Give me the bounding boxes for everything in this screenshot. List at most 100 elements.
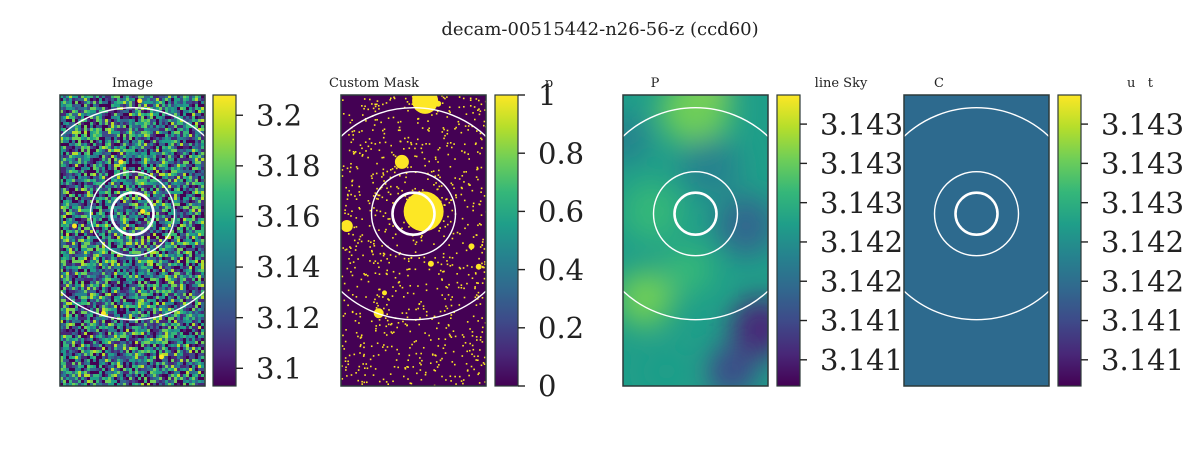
noise-pixel <box>114 131 117 134</box>
noise-pixel <box>192 152 195 155</box>
noise-pixel <box>66 215 69 218</box>
figure-title: decam-00515442-n26-56-z (ccd60) <box>441 19 758 40</box>
noise-pixel <box>144 251 147 254</box>
noise-pixel <box>153 131 156 134</box>
noise-pixel <box>84 119 87 122</box>
noise-pixel <box>150 128 153 131</box>
noise-pixel <box>186 164 189 167</box>
noise-pixel <box>120 257 123 260</box>
noise-pixel <box>135 104 138 107</box>
noise-pixel <box>81 200 84 203</box>
noise-pixel <box>60 263 63 266</box>
noise-pixel <box>135 308 138 311</box>
panel-custom-mask: Custom Mask p 00.20.40.60.81 <box>329 76 584 403</box>
noise-pixel <box>186 128 189 131</box>
noise-pixel <box>102 377 105 380</box>
noise-pixel <box>168 131 171 134</box>
noise-pixel <box>117 206 120 209</box>
noise-pixel <box>180 266 183 269</box>
noise-pixel <box>144 242 147 245</box>
noise-pixel <box>114 125 117 128</box>
noise-pixel <box>183 212 186 215</box>
noise-pixel <box>144 224 147 227</box>
noise-pixel <box>144 119 147 122</box>
noise-pixel <box>123 239 126 242</box>
noise-pixel <box>132 110 135 113</box>
mask-pixel <box>371 250 373 253</box>
panel-frame <box>59 94 206 387</box>
noise-pixel <box>102 215 105 218</box>
noise-pixel <box>96 134 99 137</box>
noise-pixel <box>60 350 63 353</box>
mask-pixel <box>350 247 352 249</box>
noise-pixel <box>156 269 159 272</box>
noise-pixel <box>105 254 108 257</box>
noise-pixel <box>120 254 123 257</box>
noise-pixel <box>132 266 135 269</box>
noise-pixel <box>66 206 69 209</box>
noise-pixel <box>144 290 147 293</box>
noise-pixel <box>138 116 141 119</box>
mask-pixel <box>345 204 347 207</box>
noise-pixel <box>198 146 201 149</box>
noise-pixel <box>147 146 150 149</box>
noise-pixel <box>123 377 126 380</box>
noise-pixel <box>75 272 78 275</box>
noise-pixel <box>177 344 180 347</box>
noise-pixel <box>105 335 108 338</box>
noise-pixel <box>84 380 87 383</box>
mask-pixel <box>374 105 377 108</box>
noise-pixel <box>75 191 78 194</box>
noise-pixel <box>147 281 150 284</box>
noise-pixel <box>114 326 117 329</box>
noise-pixel <box>117 326 120 329</box>
noise-pixel <box>195 380 198 383</box>
noise-pixel <box>120 95 123 98</box>
noise-pixel <box>87 119 90 122</box>
mask-pixel <box>479 303 482 305</box>
noise-pixel <box>150 140 153 143</box>
noise-pixel <box>192 140 195 143</box>
noise-pixel <box>177 374 180 377</box>
noise-pixel <box>60 344 63 347</box>
noise-pixel <box>111 341 114 344</box>
noise-pixel <box>117 281 120 284</box>
noise-pixel <box>135 221 138 224</box>
noise-pixel <box>69 224 72 227</box>
noise-pixel <box>105 272 108 275</box>
noise-pixel <box>102 293 105 296</box>
noise-pixel <box>159 230 162 233</box>
noise-pixel <box>141 269 144 272</box>
noise-pixel <box>78 152 81 155</box>
noise-pixel <box>189 212 192 215</box>
noise-pixel <box>168 371 171 374</box>
noise-pixel <box>138 200 141 203</box>
noise-pixel <box>138 308 141 311</box>
noise-pixel <box>195 332 198 335</box>
noise-pixel <box>93 320 96 323</box>
noise-pixel <box>141 131 144 134</box>
noise-pixel <box>63 95 66 98</box>
noise-pixel <box>114 104 117 107</box>
noise-pixel <box>180 197 183 200</box>
noise-pixel <box>99 203 102 206</box>
noise-pixel <box>126 374 129 377</box>
noise-pixel <box>108 158 111 161</box>
noise-pixel <box>171 197 174 200</box>
noise-pixel <box>186 356 189 359</box>
noise-pixel <box>114 194 117 197</box>
noise-pixel <box>123 185 126 188</box>
noise-pixel <box>129 335 132 338</box>
noise-pixel <box>126 335 129 338</box>
noise-pixel <box>93 179 96 182</box>
noise-pixel <box>99 227 102 230</box>
noise-pixel <box>66 323 69 326</box>
noise-pixel <box>105 140 108 143</box>
noise-pixel <box>60 131 63 134</box>
noise-pixel <box>153 371 156 374</box>
noise-pixel <box>156 311 159 314</box>
noise-pixel <box>150 134 153 137</box>
noise-pixel <box>201 344 204 347</box>
noise-pixel <box>168 158 171 161</box>
noise-pixel <box>171 377 174 380</box>
